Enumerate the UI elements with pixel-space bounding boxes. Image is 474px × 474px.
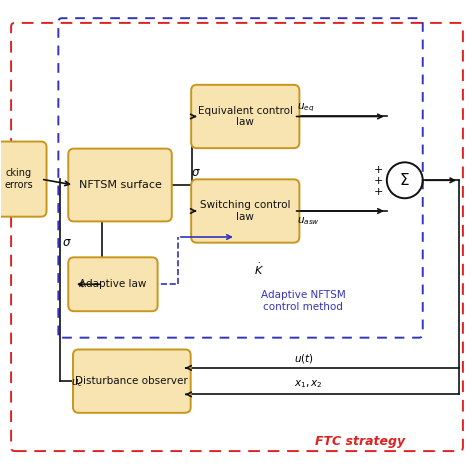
Text: $\Sigma$: $\Sigma$ — [400, 172, 410, 188]
Text: $x_1, x_2$: $x_1, x_2$ — [294, 378, 322, 390]
Text: Switching control
law: Switching control law — [200, 200, 291, 222]
FancyBboxPatch shape — [68, 257, 157, 311]
FancyBboxPatch shape — [191, 179, 300, 243]
Text: +: + — [374, 176, 383, 186]
Text: $\sigma$: $\sigma$ — [62, 236, 72, 248]
FancyBboxPatch shape — [73, 349, 191, 413]
FancyBboxPatch shape — [191, 85, 300, 148]
Text: $u_{eq}$: $u_{eq}$ — [298, 102, 315, 114]
Text: cking
errors: cking errors — [4, 168, 33, 190]
FancyBboxPatch shape — [0, 142, 46, 217]
Text: $u(t)$: $u(t)$ — [294, 352, 313, 365]
Text: $u_{asw}$: $u_{asw}$ — [298, 215, 320, 227]
Text: +: + — [374, 165, 383, 175]
Text: Equivalent control
law: Equivalent control law — [198, 106, 293, 128]
Text: FTC strategy: FTC strategy — [315, 435, 405, 447]
Text: Adaptive NFTSM
control method: Adaptive NFTSM control method — [261, 290, 346, 311]
Text: Adaptive law: Adaptive law — [79, 279, 146, 289]
Text: +: + — [374, 187, 383, 197]
Text: $u_c$: $u_c$ — [71, 377, 83, 389]
Text: NFTSM surface: NFTSM surface — [79, 180, 162, 190]
FancyBboxPatch shape — [68, 149, 172, 221]
Text: $\sigma$: $\sigma$ — [191, 165, 201, 179]
Text: $\dot{K}$: $\dot{K}$ — [254, 262, 264, 277]
Text: Disturbance observer: Disturbance observer — [75, 376, 188, 386]
